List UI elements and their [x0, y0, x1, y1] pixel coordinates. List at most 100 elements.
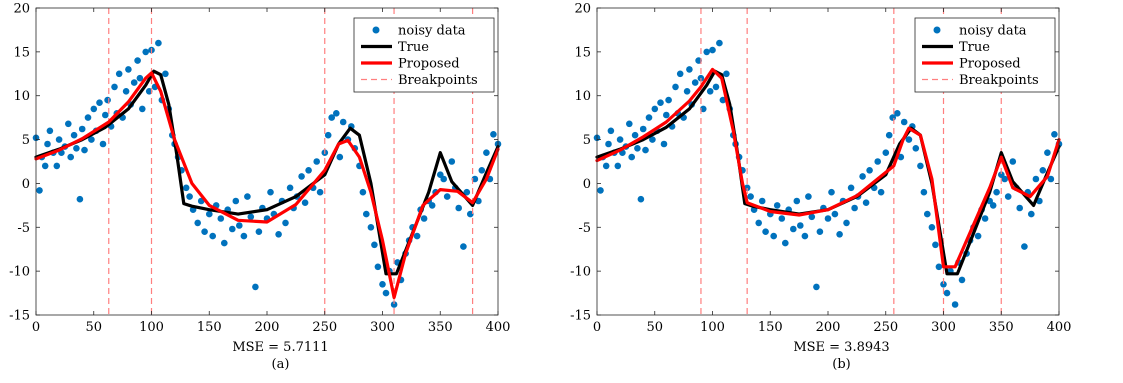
noisy-data-point [460, 243, 467, 250]
noisy-data-point [99, 140, 107, 148]
noisy-data-point [336, 153, 344, 161]
noisy-data-point [1051, 131, 1058, 138]
noisy-data-point [626, 120, 633, 128]
noisy-data-point [162, 70, 169, 78]
noisy-data-point [843, 219, 850, 227]
noisy-data-point [885, 131, 893, 139]
noisy-data-point [382, 289, 390, 297]
noisy-data-point [828, 188, 835, 196]
noisy-data-point [602, 162, 610, 170]
legend-label: Breakpoints [959, 73, 1039, 88]
noisy-data-point [301, 199, 309, 206]
x-tick-label: 0 [593, 320, 601, 335]
noisy-data-point [1039, 167, 1047, 174]
y-tick-label: 20 [13, 2, 30, 17]
noisy-data-point [614, 162, 622, 170]
noisy-data-point [96, 99, 103, 106]
y-tick-label: -10 [570, 265, 591, 280]
x-tick-label: 100 [700, 320, 725, 335]
noisy-data-point [130, 79, 138, 86]
noisy-data-point [390, 301, 398, 308]
noisy-data-point [221, 239, 228, 247]
noisy-data-point [44, 140, 51, 148]
noisy-data-point [747, 193, 754, 200]
noisy-data-point [940, 281, 947, 288]
noisy-data-point [605, 140, 612, 148]
noisy-data-point [440, 175, 448, 183]
noisy-data-point [1004, 193, 1012, 200]
noisy-data-point [637, 195, 645, 203]
noisy-data-point [413, 232, 421, 240]
noisy-data-point [206, 210, 213, 218]
noisy-data-point [142, 48, 149, 56]
x-tick-label: 400 [1047, 320, 1072, 335]
noisy-data-point [275, 231, 282, 238]
x-tick-label: 200 [816, 320, 841, 335]
noisy-data-point [1044, 149, 1051, 156]
x-tick-label: 250 [312, 320, 337, 335]
noisy-data-point [649, 136, 656, 143]
noisy-data-point [974, 232, 982, 240]
noisy-data-point [877, 188, 885, 196]
noisy-data-point [65, 120, 72, 128]
chart-b-panel-label: (b) [832, 357, 851, 372]
y-tick-label: 15 [13, 45, 30, 60]
noisy-data-point [328, 114, 336, 121]
noisy-data-point [665, 96, 672, 104]
noisy-data-point [816, 228, 824, 235]
noisy-data-point [900, 118, 908, 126]
noisy-data-point [78, 125, 86, 133]
noisy-data-point [676, 70, 684, 78]
noisy-data-point [755, 219, 762, 227]
noisy-data-point [851, 204, 858, 212]
noisy-data-point [324, 131, 332, 139]
x-tick-label: 150 [197, 320, 222, 335]
noisy-data-point [46, 127, 54, 135]
noisy-data-point [313, 158, 321, 165]
noisy-data-point [1047, 175, 1055, 183]
noisy-data-point [859, 173, 866, 180]
noisy-data-point [793, 197, 801, 205]
x-tick-label: 150 [758, 320, 783, 335]
noisy-data-point [104, 96, 111, 104]
noisy-data-point [631, 131, 639, 139]
noisy-data-point [240, 232, 248, 240]
chart-panel-a: 0 50 100 150 200 250 300 350 400 -15 -10 -5 0 5 10 15 20… [0, 0, 561, 383]
noisy-data-point [773, 202, 781, 209]
noisy-data-point [932, 241, 939, 249]
noisy-data-point [597, 187, 604, 194]
noisy-data-point [695, 57, 702, 64]
noisy-data-point [379, 281, 386, 288]
noisy-data-point [55, 136, 63, 143]
noisy-data-point [209, 232, 216, 240]
y-tick-label: 5 [583, 133, 591, 148]
noisy-data-point [824, 215, 832, 222]
legend-label: noisy data [398, 24, 466, 39]
y-tick-label: 15 [574, 45, 591, 60]
chart-b-mse-label: MSE = 3.8943 [793, 340, 890, 355]
noisy-data-point [700, 105, 707, 113]
noisy-data-point [244, 193, 251, 200]
noisy-data-point [145, 88, 153, 95]
noisy-data-point [483, 149, 490, 156]
noisy-data-point [467, 210, 474, 218]
y-tick-label: 20 [574, 2, 591, 17]
noisy-data-point [305, 167, 312, 174]
noisy-data-point [70, 131, 78, 139]
noisy-data-point [634, 145, 641, 152]
legend-item-noisy-data: noisy data [372, 24, 466, 39]
noisy-data-point [443, 193, 451, 200]
noisy-data-point [1021, 243, 1028, 250]
y-tick-label: 0 [22, 177, 30, 192]
noisy-data-point [282, 219, 289, 227]
noisy-data-point [111, 83, 118, 91]
noisy-data-point [374, 263, 382, 271]
legend-label: Proposed [398, 57, 460, 72]
noisy-data-point [490, 131, 497, 138]
noisy-data-point [639, 125, 647, 133]
x-tick-label: 50 [646, 320, 663, 335]
noisy-data-point [333, 110, 340, 117]
noisy-data-point [882, 149, 890, 156]
noisy-data-point [371, 241, 378, 249]
